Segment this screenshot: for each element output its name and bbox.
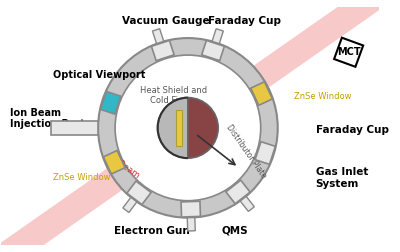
Bar bbox=[152, 29, 164, 44]
Text: Gas Inlet: Gas Inlet bbox=[316, 167, 368, 177]
Text: Distributor Plate: Distributor Plate bbox=[225, 123, 268, 180]
Text: Faraday Cup: Faraday Cup bbox=[208, 16, 281, 26]
Bar bbox=[202, 40, 224, 61]
Text: Optical Viewport: Optical Viewport bbox=[53, 70, 145, 80]
Text: Injection Port: Injection Port bbox=[10, 119, 85, 129]
Text: ZnSe Window: ZnSe Window bbox=[294, 92, 351, 101]
Bar bbox=[123, 197, 137, 212]
Bar bbox=[127, 181, 151, 205]
Text: IR Beam: IR Beam bbox=[106, 152, 141, 179]
Text: Vacuum Gauge: Vacuum Gauge bbox=[122, 16, 210, 26]
Bar bbox=[187, 217, 195, 231]
Bar bbox=[251, 82, 272, 105]
Text: Ion Beam: Ion Beam bbox=[10, 108, 61, 118]
Bar bbox=[152, 40, 174, 61]
Text: Electron Gun: Electron Gun bbox=[114, 226, 190, 236]
Text: QMS: QMS bbox=[222, 226, 248, 236]
Bar bbox=[212, 29, 223, 44]
Bar bbox=[334, 38, 363, 67]
Bar bbox=[255, 142, 275, 164]
Bar bbox=[240, 196, 254, 211]
Text: System: System bbox=[316, 179, 359, 189]
Bar bbox=[103, 150, 125, 174]
Bar bbox=[226, 180, 250, 204]
Bar bbox=[181, 201, 200, 217]
Bar bbox=[100, 91, 121, 114]
Wedge shape bbox=[158, 98, 188, 158]
Text: Cold Finger: Cold Finger bbox=[150, 96, 198, 105]
Text: Faraday Cup: Faraday Cup bbox=[316, 125, 388, 135]
Text: ZnSe Window: ZnSe Window bbox=[53, 173, 110, 181]
Text: Heat Shield and: Heat Shield and bbox=[140, 86, 207, 94]
Text: MCT: MCT bbox=[337, 47, 360, 57]
Bar bbox=[176, 110, 182, 146]
Bar bbox=[51, 121, 98, 135]
Circle shape bbox=[98, 38, 278, 218]
Circle shape bbox=[115, 55, 261, 201]
Wedge shape bbox=[188, 98, 218, 158]
